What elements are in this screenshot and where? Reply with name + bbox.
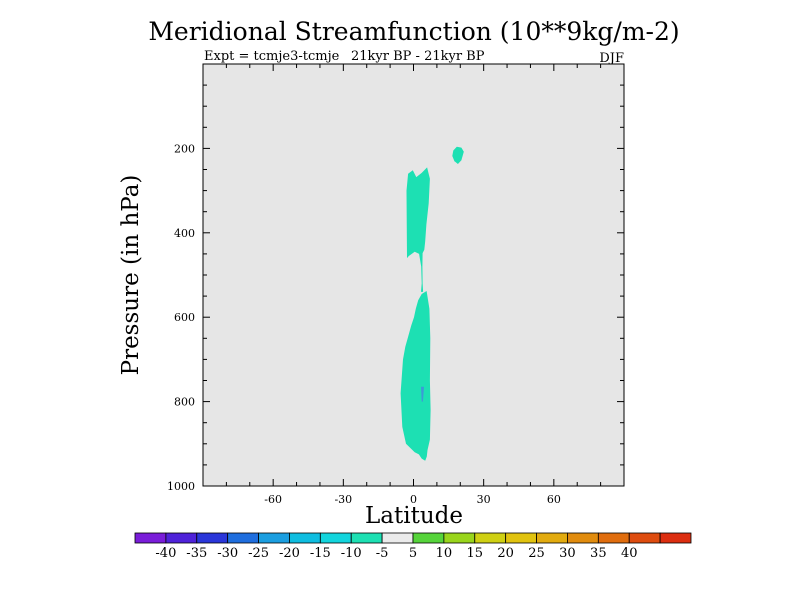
colorbar-swatch — [536, 532, 568, 544]
x-tick-label: -60 — [264, 493, 282, 506]
colorbar-label: -15 — [310, 546, 331, 561]
y-tick-label: 800 — [174, 396, 195, 409]
y-tick-label: 400 — [174, 227, 195, 240]
colorbar-swatch — [474, 532, 507, 544]
colorbar-swatch — [289, 532, 321, 544]
chart-subtitle-right: DJF — [599, 51, 624, 66]
colorbar-label: 10 — [436, 546, 453, 561]
colorbar-label: -40 — [155, 546, 176, 561]
y-tick-label: 1000 — [167, 480, 195, 493]
chart-title: Meridional Streamfunction (10**9kg/m-2) — [148, 17, 679, 46]
colorbar-label: -20 — [279, 546, 300, 561]
colorbar-swatch — [381, 532, 414, 544]
colorbar-swatch — [227, 532, 259, 544]
colorbar-swatch — [165, 532, 198, 544]
colorbar-label: 25 — [528, 546, 545, 561]
colorbar-swatch — [134, 532, 167, 544]
x-axis-label: Latitude — [365, 503, 463, 529]
colorbar-swatch — [258, 532, 290, 544]
y-tick-label: 600 — [174, 311, 195, 324]
colorbar-swatch — [443, 532, 476, 544]
colorbar-label: -10 — [341, 546, 362, 561]
colorbar-swatch — [505, 532, 537, 544]
contour-upper-column — [406, 167, 430, 292]
contour-lower-column — [400, 291, 431, 461]
colorbar-label: 20 — [497, 546, 514, 561]
x-tick-label: 60 — [547, 493, 561, 506]
x-tick-label: 0 — [410, 493, 417, 506]
colorbar-label: -35 — [186, 546, 207, 561]
chart-subtitle-center: 21kyr BP - 21kyr BP — [351, 49, 485, 64]
colorbar-swatch — [412, 532, 445, 544]
colorbar-label: 40 — [621, 546, 638, 561]
colorbar-swatch — [196, 532, 229, 544]
colorbar-swatch — [319, 532, 352, 544]
colorbar-label: -25 — [248, 546, 269, 561]
colorbar-label: -5 — [376, 546, 389, 561]
plot-frame — [202, 63, 625, 487]
contour-small-patch — [452, 146, 464, 164]
colorbar-label: 30 — [559, 546, 576, 561]
contour-core-patch — [421, 386, 424, 402]
colorbar-label: 35 — [590, 546, 607, 561]
colorbar-swatch — [659, 532, 692, 544]
colorbar-swatch — [567, 532, 599, 544]
y-tick-label: 200 — [174, 142, 195, 155]
chart-subtitle-left: Expt = tcmje3-tcmje — [204, 49, 340, 64]
colorbar-label: 5 — [409, 546, 417, 561]
colorbar-swatch — [628, 532, 661, 544]
colorbar-label: -30 — [217, 546, 238, 561]
contour-layer — [400, 146, 464, 461]
y-axis-label: Pressure (in hPa) — [118, 175, 144, 376]
colorbar-label: 15 — [467, 546, 484, 561]
x-tick-label: -30 — [334, 493, 352, 506]
colorbar-swatch — [597, 532, 630, 544]
colorbar: -40 -35 -30 -25 -20 -15 -10 -5 5 10 15 20 25 30 35 40 — [134, 532, 692, 561]
x-tick-label: 30 — [477, 493, 491, 506]
colorbar-swatch — [350, 532, 383, 544]
axes-layer: -60 -30 0 30 60 200 400 600 800 1000 — [167, 64, 624, 506]
